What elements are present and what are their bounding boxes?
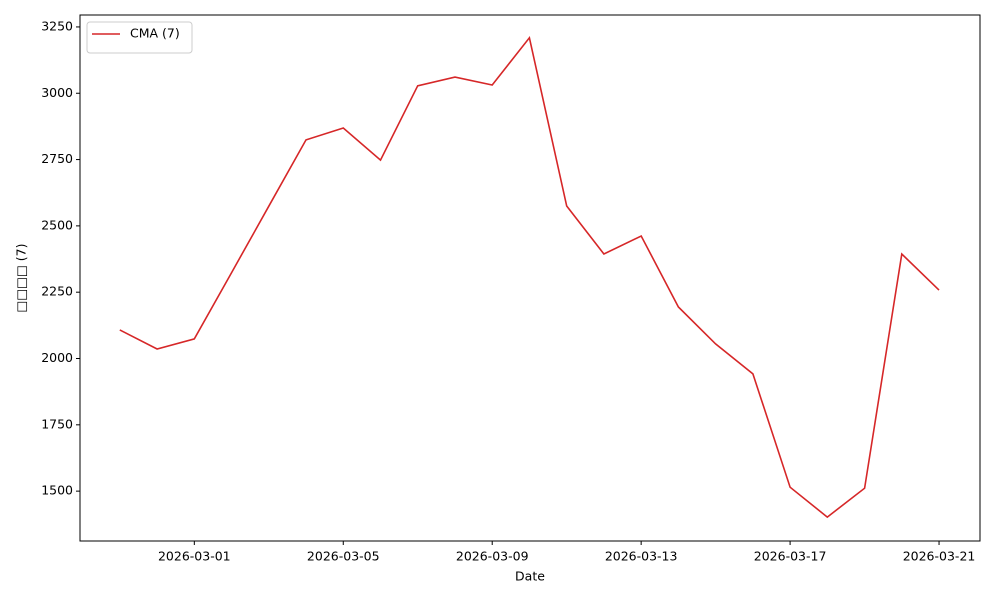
legend-label: CMA (7) bbox=[130, 26, 180, 41]
x-tick-label: 2026-03-05 bbox=[307, 549, 380, 564]
x-tick-label: 2026-03-01 bbox=[158, 549, 231, 564]
y-axis-label: □□□□ (7) bbox=[14, 244, 29, 313]
y-tick-label: 1750 bbox=[41, 416, 73, 431]
x-tick-label: 2026-03-09 bbox=[456, 549, 529, 564]
data-line bbox=[119, 35, 940, 519]
x-axis-label: Date bbox=[515, 569, 545, 584]
y-tick-label: 2750 bbox=[41, 151, 73, 166]
y-tick-label: 2500 bbox=[41, 217, 73, 232]
plot-frame bbox=[79, 14, 981, 542]
y-tick-label: 3000 bbox=[41, 85, 73, 100]
x-tick-label: 2026-03-21 bbox=[903, 549, 976, 564]
x-tick-label: 2026-03-17 bbox=[754, 549, 827, 564]
y-tick-label: 3250 bbox=[41, 18, 73, 33]
legend-box bbox=[86, 21, 193, 54]
y-tick-label: 2250 bbox=[41, 284, 73, 299]
x-tick-label: 2026-03-13 bbox=[605, 549, 678, 564]
y-tick-label: 2000 bbox=[41, 350, 73, 365]
y-tick-label: 1500 bbox=[41, 483, 73, 498]
